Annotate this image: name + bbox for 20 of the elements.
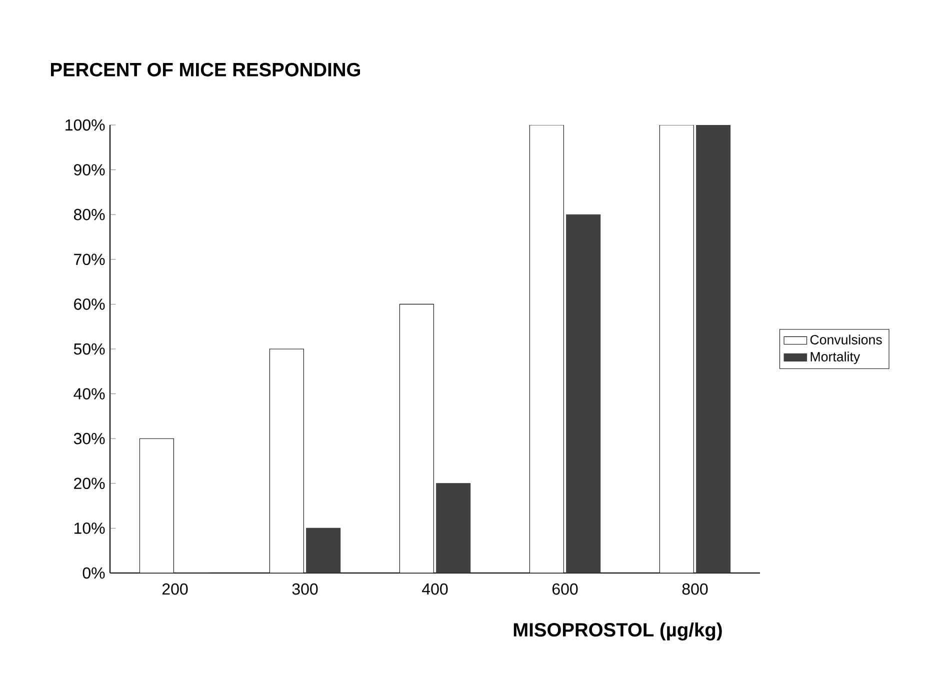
x-axis-title: MISOPROSTOL (µg/kg) bbox=[514, 622, 722, 640]
y-tick-label: 50% bbox=[74, 343, 105, 355]
x-tick-label: 300 bbox=[292, 583, 318, 595]
y-tick-label: 30% bbox=[74, 432, 105, 444]
legend-label: Mortality bbox=[810, 352, 860, 364]
x-tick-label: 400 bbox=[422, 583, 448, 595]
y-tick-label: 10% bbox=[74, 522, 105, 534]
chart-title: PERCENT OF MICE RESPONDING bbox=[50, 62, 360, 76]
y-tick-label: 90% bbox=[74, 164, 105, 176]
y-tick-label: 100% bbox=[66, 119, 105, 131]
legend-label: Convulsions bbox=[810, 334, 882, 344]
y-tick-label: 60% bbox=[74, 298, 105, 310]
y-tick-label: 20% bbox=[74, 478, 105, 490]
y-tick-label: 80% bbox=[74, 208, 105, 220]
x-tick-label: 200 bbox=[162, 583, 188, 595]
x-tick-label: 800 bbox=[682, 583, 708, 595]
y-tick-label: 0% bbox=[82, 567, 105, 579]
y-tick-label: 40% bbox=[74, 388, 105, 400]
y-tick-label: 70% bbox=[74, 254, 105, 266]
x-tick-label: 600 bbox=[552, 583, 578, 595]
